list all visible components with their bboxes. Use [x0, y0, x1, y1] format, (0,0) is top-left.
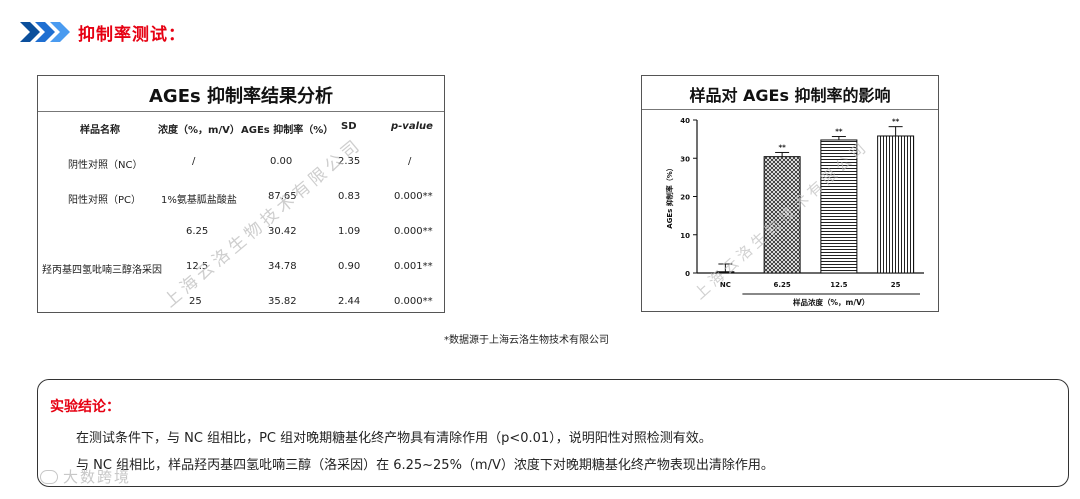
table-cell: 0.000** — [394, 296, 433, 307]
table-cell: 1%氨基胍盐酸盐 — [161, 195, 237, 206]
company-watermark: 上海云洛生物技术有限公司 — [160, 135, 366, 312]
y-tick-label: 20 — [680, 194, 690, 202]
chart-title: 样品对 AGEs 抑制率的影响 — [689, 86, 891, 105]
table-cell: 阴性对照（NC） — [68, 160, 143, 171]
bar-chart: 0 10 20 30 40 AGEs 抑制率（%） 样品浓度（%，m/V） NC ** 6.25… — [665, 117, 924, 307]
table-divider — [38, 111, 444, 112]
chart-divider — [642, 109, 938, 110]
conclusion-line-2: 与 NC 组相比，样品羟丙基四氢吡喃三醇（洛采因）在 6.25~25%（m/V）… — [76, 458, 774, 473]
x-tick-label: 12.5 — [830, 281, 847, 289]
table-cell: 30.42 — [268, 226, 297, 237]
y-axis-label: AGEs 抑制率（%） — [665, 164, 674, 229]
results-table: AGEs 抑制率结果分析 样品名称 浓度（%，m/V） AGEs 抑制率（%） … — [37, 75, 445, 313]
table-cell: 0.000** — [394, 226, 433, 237]
table-cell: 2.44 — [338, 296, 361, 307]
chevron-arrows-icon — [20, 22, 70, 42]
table-cell: 0.000** — [394, 191, 433, 202]
table-cell: 34.78 — [268, 261, 297, 272]
y-tick-label: 30 — [680, 155, 690, 163]
column-header-sd: SD — [341, 121, 357, 132]
data-source-note: *数据源于上海云洛生物技术有限公司 — [444, 335, 609, 346]
conclusion-panel: 实验结论： 在测试条件下，与 NC 组相比，PC 组对晚期糖基化终产物具有清除作… — [37, 379, 1069, 487]
chart-panel: 样品对 AGEs 抑制率的影响 0 10 20 30 40 AGEs 抑制率（%） 样品浓度… — [641, 75, 939, 312]
table-cell: / — [408, 156, 412, 167]
watermark-logo-text: 大数跨境 — [63, 468, 132, 486]
bar-25 — [877, 135, 915, 274]
logo-watermark: 大数跨境 — [40, 466, 131, 487]
significance-label: ** — [778, 143, 786, 151]
column-header-concentration: 浓度（%，m/V） — [158, 125, 240, 136]
conclusion-line-1: 在测试条件下，与 NC 组相比，PC 组对晚期糖基化终产物具有清除作用（p<0.… — [76, 431, 712, 446]
table-cell: 12.5 — [186, 261, 209, 272]
y-tick-label: 40 — [680, 117, 690, 125]
table-cell: 87.65 — [268, 191, 297, 202]
table-cell: 0.90 — [338, 261, 361, 272]
bar-6.25 — [763, 156, 801, 274]
table-cell: 阳性对照（PC） — [68, 195, 142, 206]
x-tick-label: NC — [720, 281, 731, 289]
y-tick-label: 0 — [685, 270, 690, 278]
significance-label: ** — [892, 118, 900, 126]
table-cell: 0.83 — [338, 191, 361, 202]
watermark-logo-icon — [40, 469, 58, 484]
x-tick-label: 25 — [891, 281, 901, 289]
table-cell: 1.09 — [338, 226, 361, 237]
table-cell: 35.82 — [268, 296, 297, 307]
column-header-sample: 样品名称 — [80, 125, 120, 136]
column-header-pvalue: p-value — [391, 121, 433, 132]
table-cell: 25 — [189, 296, 202, 307]
table-cell: 2.35 — [338, 156, 361, 167]
x-axis-label: 样品浓度（%，m/V） — [793, 297, 869, 307]
y-tick-label: 10 — [680, 232, 690, 240]
table-cell: 0.001** — [394, 261, 433, 272]
watermark-text: 上海云洛生物技术有限公司 — [160, 135, 366, 312]
column-header-rate: AGEs 抑制率（%） — [241, 125, 334, 136]
table-cell: / — [192, 156, 196, 167]
table-cell: 羟丙基四氢吡喃三醇洛采因 — [42, 265, 162, 276]
table-title: AGEs 抑制率结果分析 — [149, 86, 333, 107]
conclusion-title: 实验结论： — [50, 399, 120, 415]
significance-label: ** — [835, 128, 843, 136]
section-title: 抑制率测试： — [78, 24, 186, 45]
table-cell: 6.25 — [186, 226, 209, 237]
x-tick-label: 6.25 — [773, 281, 790, 289]
table-cell: 0.00 — [270, 156, 293, 167]
section-header: 抑制率测试： — [20, 18, 186, 46]
